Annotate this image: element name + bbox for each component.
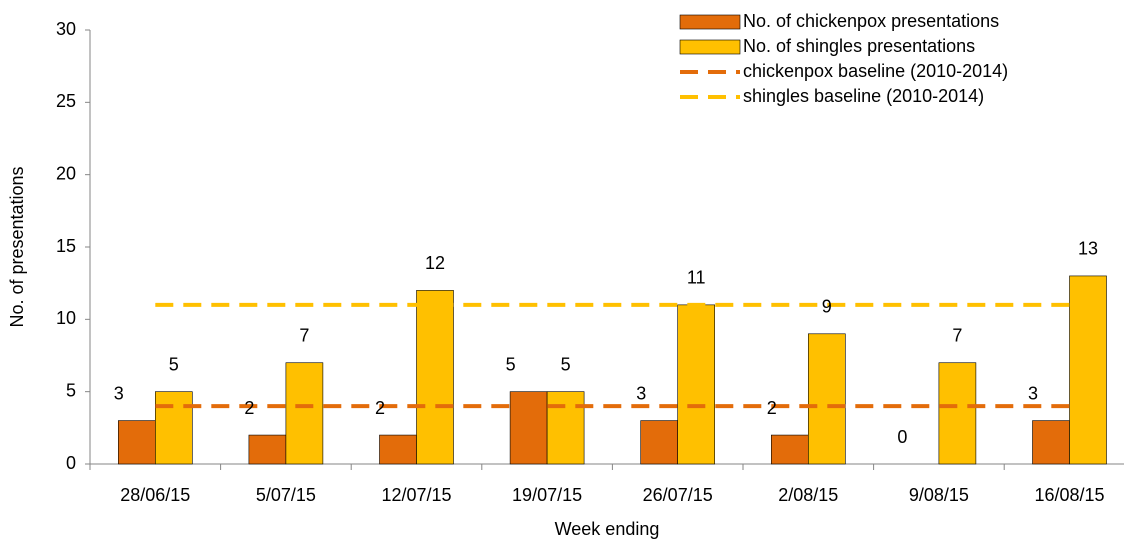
y-tick-label: 30: [56, 19, 76, 39]
x-tick-label: 9/08/15: [909, 485, 969, 505]
y-tick-label: 25: [56, 91, 76, 111]
bar: [938, 362, 977, 465]
bar: [509, 391, 548, 465]
x-tick-label: 12/07/15: [381, 485, 451, 505]
bar: [1069, 275, 1107, 465]
legend-swatch: [679, 14, 741, 30]
x-tick-label: 2/08/15: [778, 485, 838, 505]
data-label: 2: [375, 398, 385, 418]
data-label: 2: [244, 398, 254, 418]
bar: [118, 420, 156, 465]
bar: [677, 304, 716, 465]
x-tick-label: 19/07/15: [512, 485, 582, 505]
data-label: 3: [636, 383, 646, 403]
bar: [416, 290, 454, 465]
y-tick-label: 15: [56, 236, 76, 256]
legend-label: No. of shingles presentations: [743, 36, 975, 56]
legend-label: shingles baseline (2010-2014): [743, 86, 984, 106]
legend-label: chickenpox baseline (2010-2014): [743, 61, 1008, 81]
bar: [640, 420, 679, 465]
y-axis-title: No. of presentations: [7, 166, 27, 327]
x-tick-label: 26/07/15: [643, 485, 713, 505]
data-label: 5: [506, 354, 516, 374]
legend-label: No. of chickenpox presentations: [743, 11, 999, 31]
x-axis-title: Week ending: [555, 519, 660, 539]
y-tick-label: 5: [66, 380, 76, 400]
bar: [379, 434, 417, 465]
data-label: 7: [952, 325, 962, 345]
data-label: 12: [425, 253, 445, 273]
bar: [155, 391, 193, 465]
bar: [770, 434, 809, 465]
data-label: 7: [299, 325, 309, 345]
data-label: 9: [822, 297, 832, 317]
data-label: 13: [1078, 239, 1098, 259]
bar: [1032, 420, 1070, 465]
data-label: 2: [767, 398, 777, 418]
legend-swatch: [679, 39, 741, 55]
data-label: 3: [114, 383, 124, 403]
data-label: 11: [687, 268, 706, 288]
x-tick-label: 28/06/15: [120, 485, 190, 505]
x-tick-label: 16/08/15: [1034, 485, 1104, 505]
bar: [807, 333, 846, 465]
data-label: 5: [561, 354, 571, 374]
data-label: 3: [1028, 383, 1038, 403]
data-label: 5: [169, 354, 179, 374]
bar: [248, 434, 287, 465]
bar: [546, 391, 585, 465]
data-label: 0: [897, 427, 907, 447]
y-tick-label: 0: [66, 453, 76, 473]
y-tick-label: 10: [56, 308, 76, 328]
bar: [285, 362, 324, 465]
y-tick-label: 20: [56, 163, 76, 183]
x-tick-label: 5/07/15: [256, 485, 316, 505]
